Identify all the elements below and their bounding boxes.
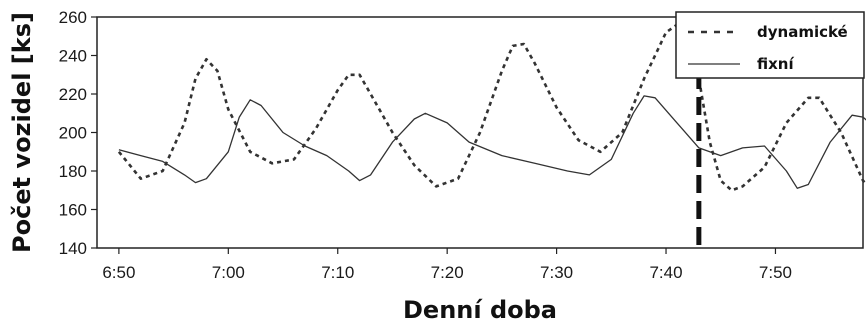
y-axis: 140 160 180 200 220 240 260 (59, 8, 97, 258)
y-tick-label: 200 (59, 124, 87, 143)
x-axis: 6:507:007:107:207:307:407:508:008:108:20… (102, 248, 792, 282)
legend-label-dynamic: dynamické (757, 23, 848, 41)
y-tick-label: 140 (59, 239, 87, 258)
x-tick-label: 7:30 (540, 263, 573, 282)
x-tick-label: 7:40 (649, 263, 682, 282)
y-tick-label: 220 (59, 85, 87, 104)
y-tick-label: 160 (59, 201, 87, 220)
y-axis-title: Počet vozidel [ks] (8, 12, 36, 253)
y-tick-label: 240 (59, 47, 87, 66)
y-tick-label: 260 (59, 8, 87, 27)
legend: dynamické fixní (675, 11, 865, 79)
x-tick-label: 7:00 (212, 263, 245, 282)
legend-label-fixed: fixní (757, 55, 794, 73)
series-fixed-line (118, 95, 866, 189)
x-axis-title: Denní doba (403, 296, 557, 324)
x-tick-label: 7:50 (759, 263, 792, 282)
x-tick-label: 6:50 (102, 263, 135, 282)
x-tick-label: 7:10 (321, 263, 354, 282)
x-tick-label: 7:20 (431, 263, 464, 282)
y-tick-label: 180 (59, 162, 87, 181)
legend-box (675, 11, 865, 79)
